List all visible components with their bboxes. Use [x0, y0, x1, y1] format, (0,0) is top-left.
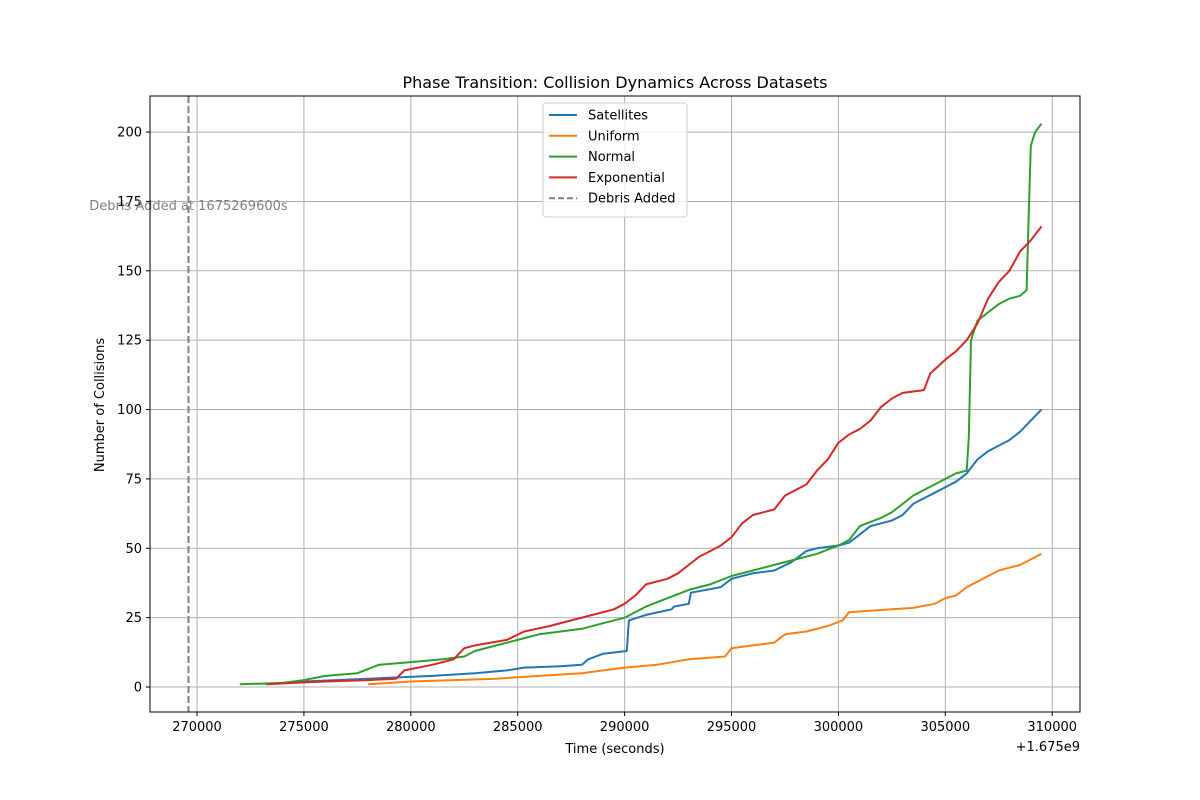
y-tick-label: 75 [125, 472, 142, 487]
y-tick-label: 100 [117, 403, 142, 418]
x-tick-label: 275000 [279, 720, 329, 735]
x-axis-ticks: 270000 275000 280000 285000 290000 295000 3000… [172, 712, 1077, 735]
x-tick-label: 295000 [707, 720, 757, 735]
x-axis-label: Time (seconds) [564, 742, 664, 757]
x-tick-label: 305000 [920, 720, 970, 735]
chart-title: Phase Transition: Collision Dynamics Acr… [402, 73, 827, 92]
y-axis-ticks: 0 25 50 75 100 125 150 175 200 [117, 126, 150, 696]
legend-box [542, 102, 688, 218]
x-tick-label: 310000 [1027, 720, 1077, 735]
annotations: Debris Added at 1675269600s [89, 96, 288, 712]
series-line-satellites [265, 408, 1043, 686]
y-tick-label: 200 [117, 126, 142, 141]
series-line-uniform [368, 552, 1042, 686]
plot-area [149, 95, 1081, 713]
series-lines [239, 123, 1043, 686]
x-tick-label: 300000 [814, 720, 864, 735]
legend-label: Exponential [588, 171, 665, 186]
series-line-normal [239, 123, 1043, 686]
x-tick-label: 280000 [386, 720, 436, 735]
x-tick-label: 285000 [493, 720, 543, 735]
y-tick-label: 25 [125, 611, 142, 626]
legend-label: Satellites [588, 109, 648, 124]
debris-annotation-text: Debris Added at 1675269600s [89, 199, 288, 214]
y-tick-label: 125 [117, 334, 142, 349]
x-tick-label: 270000 [172, 720, 222, 735]
y-axis-label: Number of Collisions [93, 338, 108, 472]
legend: Satellites Uniform Normal Exponential Debris… [542, 102, 688, 218]
series-line-exponential [267, 225, 1043, 686]
x-axis-offset-label: +1.675e9 [1016, 740, 1080, 755]
legend-label: Uniform [588, 129, 640, 144]
grid [150, 96, 1080, 712]
y-tick-label: 150 [117, 264, 142, 279]
x-tick-label: 290000 [600, 720, 650, 735]
legend-label: Debris Added [588, 192, 676, 207]
legend-label: Normal [588, 150, 635, 165]
y-tick-label: 0 [134, 681, 142, 696]
y-tick-label: 175 [117, 195, 142, 210]
y-tick-label: 50 [125, 542, 142, 557]
